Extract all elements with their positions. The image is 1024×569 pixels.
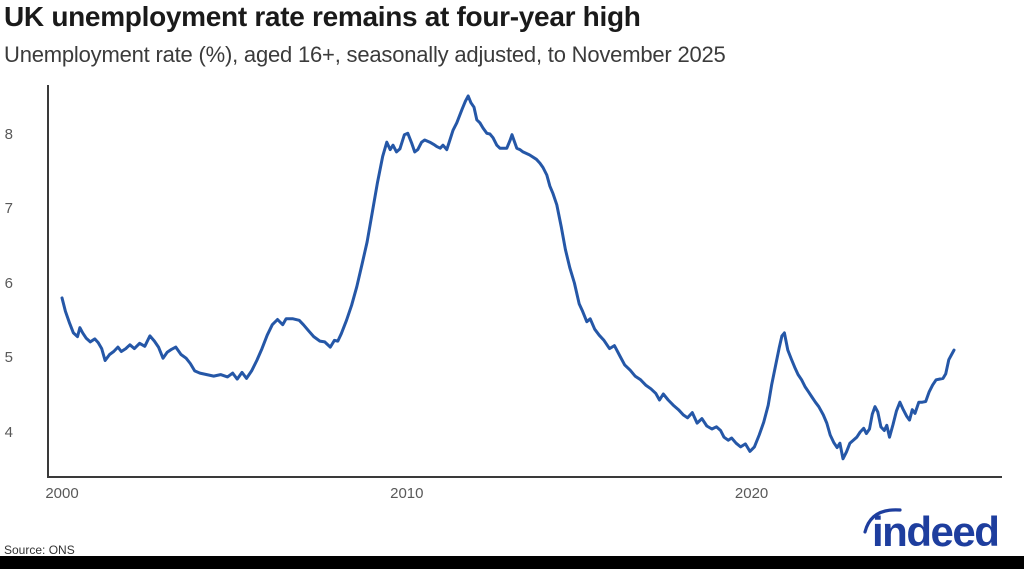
source-label: Source: ONS — [4, 543, 75, 557]
y-tick-label-5: 5 — [4, 349, 13, 366]
indeed-logo: indeed — [863, 508, 1000, 552]
chart-subtitle: Unemployment rate (%), aged 16+, seasona… — [4, 42, 726, 67]
unemployment-rate-line — [60, 94, 956, 461]
x-tick-label-2000: 2000 — [45, 485, 79, 502]
y-tick-label-8: 8 — [4, 125, 13, 143]
logo-wordmark: indeed — [872, 508, 998, 552]
y-tick-label-4: 4 — [4, 423, 13, 441]
x-tick-label-2010: 2010 — [390, 485, 424, 502]
bottom-brand-bar — [0, 556, 1024, 569]
y-tick-label-6: 6 — [4, 274, 13, 292]
y-tick-label-7: 7 — [4, 200, 13, 217]
x-tick-label-2020: 2020 — [734, 485, 769, 502]
page-title: UK unemployment rate remains at four-yea… — [4, 1, 641, 32]
logo-swoosh-arc — [863, 508, 902, 534]
